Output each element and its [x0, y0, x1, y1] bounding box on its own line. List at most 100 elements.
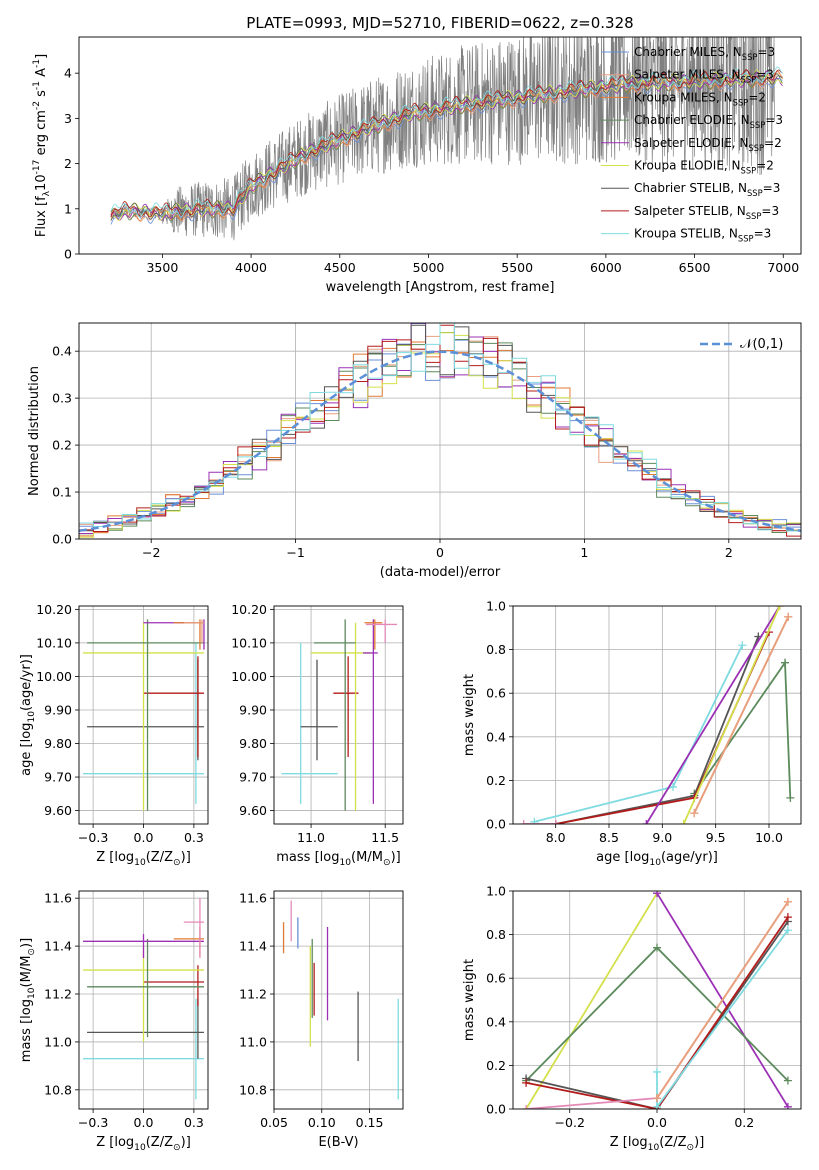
- plot-area: [110, 37, 783, 241]
- x-tick-label: −0.2: [555, 1115, 585, 1130]
- x-tick-label: 0.3: [184, 1115, 204, 1130]
- mass-weight-marker: [653, 1094, 661, 1103]
- mass-vs-metallicity-panel: −0.3 0.0 0.3 10.8 11.0 11.2 11.4 11.6 Z [log10(Z…: [19, 890, 209, 1153]
- mass-weight-marker: [783, 913, 792, 922]
- x-tick-label: 0.2: [734, 1115, 754, 1130]
- mass-weight-line: [656, 929, 789, 1109]
- x-tick-label: −2: [142, 545, 160, 560]
- x-tick-label: −1: [286, 545, 304, 560]
- y-tick-label: 9.80: [239, 736, 267, 751]
- y-tick-label: 10.20: [231, 602, 267, 617]
- mass-weight-marker: [653, 1067, 661, 1076]
- figure-title: PLATE=0993, MJD=52710, FIBERID=0622, z=0…: [246, 14, 633, 32]
- mass-weight-line: [555, 636, 760, 824]
- legend-entry-label: Chabrier MILES, NSSP=3: [634, 45, 775, 62]
- axes-frame: [273, 890, 404, 1110]
- y-tick-label: 9.60: [44, 803, 72, 818]
- plot-area: [79, 323, 801, 538]
- x-tick-label: 4000: [235, 260, 267, 275]
- y-tick-label: 0.8: [486, 927, 506, 942]
- mass-weight-line: [656, 901, 789, 1099]
- plot-area: [519, 606, 795, 824]
- mass-weight-line: [645, 606, 781, 824]
- x-axis-label: E(B-V): [318, 1135, 358, 1150]
- x-tick-label: 2: [725, 545, 733, 560]
- plot-area: [281, 619, 398, 811]
- mass-weight-marker: [653, 1102, 661, 1109]
- y-axis-label: mass weight: [462, 959, 477, 1041]
- y-tick-label: 1.0: [486, 599, 506, 614]
- normal-curve: [79, 350, 801, 533]
- y-tick-label: 9.70: [44, 770, 72, 785]
- legend-entry-label: Kroupa STELIB, NSSP=3: [634, 227, 771, 244]
- mass-weight-marker: [642, 820, 651, 824]
- y-tick-label: 0.1: [52, 485, 72, 500]
- x-tick-label: 4500: [324, 260, 356, 275]
- y-tick-label: 0.3: [52, 391, 72, 406]
- y-tick-label: 0.0: [52, 532, 72, 547]
- y-tick-label: 9.80: [44, 736, 72, 751]
- x-axis-label: mass [log10(M/M⊙)]: [276, 850, 400, 868]
- mass-weight-marker: [784, 612, 793, 621]
- legend-entry-label: Salpeter STELIB, NSSP=3: [634, 204, 779, 221]
- y-tick-label: 11.0: [44, 1034, 72, 1049]
- mass-weight-marker: [653, 943, 661, 952]
- y-tick-label: 10.8: [239, 1082, 267, 1097]
- mass-weight-marker: [783, 1076, 792, 1085]
- plot-area: [83, 898, 204, 1100]
- mass-weight-vs-age-panel: 8.0 8.5 9.0 9.5 10.0 0.0 0.2 0.4 0.6 0.8 1.0 age [l…: [462, 599, 802, 868]
- y-tick-label: 0.4: [52, 344, 72, 359]
- x-tick-label: 8.0: [546, 830, 566, 845]
- y-tick-label: 0.4: [486, 1014, 506, 1029]
- y-tick-label: 10.00: [36, 669, 72, 684]
- residual-histogram-step: [79, 323, 801, 532]
- legend-entry-label: Salpeter MILES, NSSP=3: [634, 68, 774, 85]
- y-tick-label: 0.0: [486, 1102, 506, 1117]
- x-tick-label: 0.0: [647, 1115, 667, 1130]
- mass-weight-vs-metallicity-panel: −0.2 0.0 0.2 0.0 0.2 0.4 0.6 0.8 1.0 Z [log10(Z/Z…: [462, 884, 802, 1153]
- y-tick-label: 11.4: [44, 939, 72, 954]
- mass-weight-line: [693, 659, 792, 798]
- legend-entry-label: Salpeter ELODIE, NSSP=2: [634, 136, 782, 153]
- x-axis-label: wavelength [Angstrom, rest frame]: [326, 280, 555, 295]
- x-axis-label: Z [log10(Z/Z⊙)]: [96, 1135, 191, 1153]
- mass-weight-marker: [653, 891, 661, 898]
- mass-weight-marker: [738, 641, 747, 650]
- y-axis-label: Flux [fλ10-17 erg cm-2 s-1 A-1]: [32, 54, 52, 237]
- x-axis-label: (data-model)/error: [380, 565, 501, 580]
- y-tick-label: 0: [64, 247, 72, 262]
- x-tick-label: 5500: [501, 260, 533, 275]
- y-tick-label: 10.8: [44, 1082, 72, 1097]
- y-tick-label: 0.2: [486, 1058, 506, 1073]
- y-tick-label: 11.6: [44, 891, 72, 906]
- mass-weight-marker: [522, 1105, 531, 1109]
- mass-weight-line: [682, 606, 781, 824]
- plot-area: [522, 891, 792, 1109]
- spectrum-panel: 3500 4000 4500 5000 5500 6000 6500 7000 0 1 2 3 4 wav…: [32, 36, 802, 295]
- legend-entry-label: Kroupa MILES, NSSP=2: [634, 90, 766, 107]
- mass-weight-line: [526, 1097, 658, 1109]
- mass-weight-line: [525, 920, 789, 1109]
- y-axis-label: mass weight: [462, 674, 477, 756]
- x-tick-label: 0.15: [356, 1115, 384, 1130]
- y-tick-label: 0.6: [486, 686, 506, 701]
- x-tick-label: 0.05: [260, 1115, 288, 1130]
- y-tick-label: 9.70: [239, 770, 267, 785]
- x-tick-label: 0.0: [134, 1115, 154, 1130]
- y-tick-label: 2: [64, 156, 72, 171]
- x-tick-label: 0.10: [308, 1115, 336, 1130]
- x-tick-label: 0.3: [184, 830, 204, 845]
- x-tick-label: 9.0: [652, 830, 672, 845]
- axes-frame: [78, 36, 802, 255]
- y-tick-label: 11.6: [239, 891, 267, 906]
- x-tick-label: −0.3: [78, 830, 108, 845]
- mass-weight-marker: [786, 793, 795, 802]
- model-spectrum: [110, 70, 783, 222]
- mass-weight-line: [525, 892, 658, 1109]
- x-tick-label: 0.0: [134, 830, 154, 845]
- y-tick-label: 0.2: [486, 773, 506, 788]
- legend-entry-label: Kroupa ELODIE, NSSP=2: [634, 159, 774, 176]
- y-tick-label: 1.0: [486, 884, 506, 899]
- legend-entry-label: Chabrier ELODIE, NSSP=3: [634, 113, 783, 130]
